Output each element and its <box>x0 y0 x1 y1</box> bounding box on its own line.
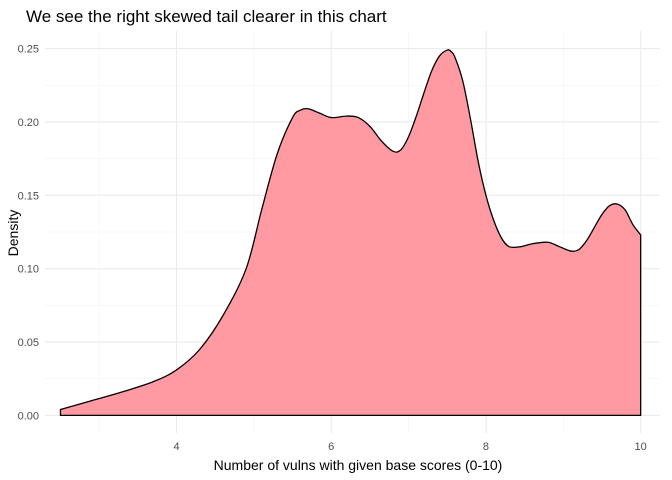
x-axis-ticks: 4 6 8 10 <box>173 441 646 453</box>
chart-title: We see the right skewed tail clearer in … <box>26 7 387 26</box>
y-tick-label: 0.10 <box>18 264 39 276</box>
density-curve <box>59 49 642 417</box>
x-tick-label: 8 <box>483 441 489 453</box>
x-tick-label: 10 <box>635 441 647 453</box>
x-tick-label: 6 <box>328 441 334 453</box>
y-tick-label: 0.00 <box>18 410 39 422</box>
x-tick-label: 4 <box>173 441 179 453</box>
density-area <box>59 49 642 417</box>
y-tick-label: 0.20 <box>18 117 39 129</box>
y-tick-label: 0.15 <box>18 190 39 202</box>
x-axis-label: Number of vulns with given base scores (… <box>214 457 503 473</box>
y-tick-label: 0.25 <box>18 44 39 56</box>
y-axis-label: Density <box>5 210 21 257</box>
y-tick-label: 0.05 <box>18 337 39 349</box>
y-axis-ticks: 0.00 0.05 0.10 0.15 0.20 0.25 <box>18 44 39 423</box>
